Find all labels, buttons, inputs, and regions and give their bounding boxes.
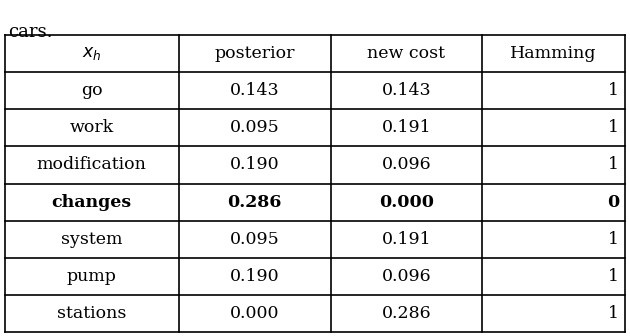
Text: 0.191: 0.191 bbox=[382, 231, 432, 248]
Text: 0.190: 0.190 bbox=[230, 268, 279, 285]
Text: 0.095: 0.095 bbox=[230, 119, 280, 136]
Text: 0.096: 0.096 bbox=[382, 268, 432, 285]
Text: 0: 0 bbox=[607, 194, 619, 211]
Text: 0.143: 0.143 bbox=[382, 82, 432, 99]
Text: 1: 1 bbox=[608, 305, 619, 322]
Text: 0.143: 0.143 bbox=[230, 82, 279, 99]
Text: posterior: posterior bbox=[214, 45, 295, 62]
Text: 0.190: 0.190 bbox=[230, 157, 279, 173]
Text: go: go bbox=[81, 82, 103, 99]
Text: 0.000: 0.000 bbox=[230, 305, 279, 322]
Text: 0.000: 0.000 bbox=[379, 194, 434, 211]
Text: 1: 1 bbox=[608, 157, 619, 173]
Text: cars.: cars. bbox=[8, 23, 52, 41]
Text: work: work bbox=[70, 119, 114, 136]
Text: 0.286: 0.286 bbox=[227, 194, 282, 211]
Text: 1: 1 bbox=[608, 268, 619, 285]
Text: $x_h$: $x_h$ bbox=[82, 45, 101, 62]
Text: system: system bbox=[61, 231, 123, 248]
Text: changes: changes bbox=[52, 194, 132, 211]
Text: stations: stations bbox=[57, 305, 127, 322]
Text: 0.095: 0.095 bbox=[230, 231, 280, 248]
Text: pump: pump bbox=[67, 268, 117, 285]
Text: 0.096: 0.096 bbox=[382, 157, 432, 173]
Text: 1: 1 bbox=[608, 82, 619, 99]
Text: 1: 1 bbox=[608, 119, 619, 136]
Text: new cost: new cost bbox=[367, 45, 445, 62]
Text: 0.191: 0.191 bbox=[382, 119, 432, 136]
Text: 0.286: 0.286 bbox=[382, 305, 432, 322]
Text: Hamming: Hamming bbox=[510, 45, 597, 62]
Text: modification: modification bbox=[37, 157, 147, 173]
Text: 1: 1 bbox=[608, 231, 619, 248]
